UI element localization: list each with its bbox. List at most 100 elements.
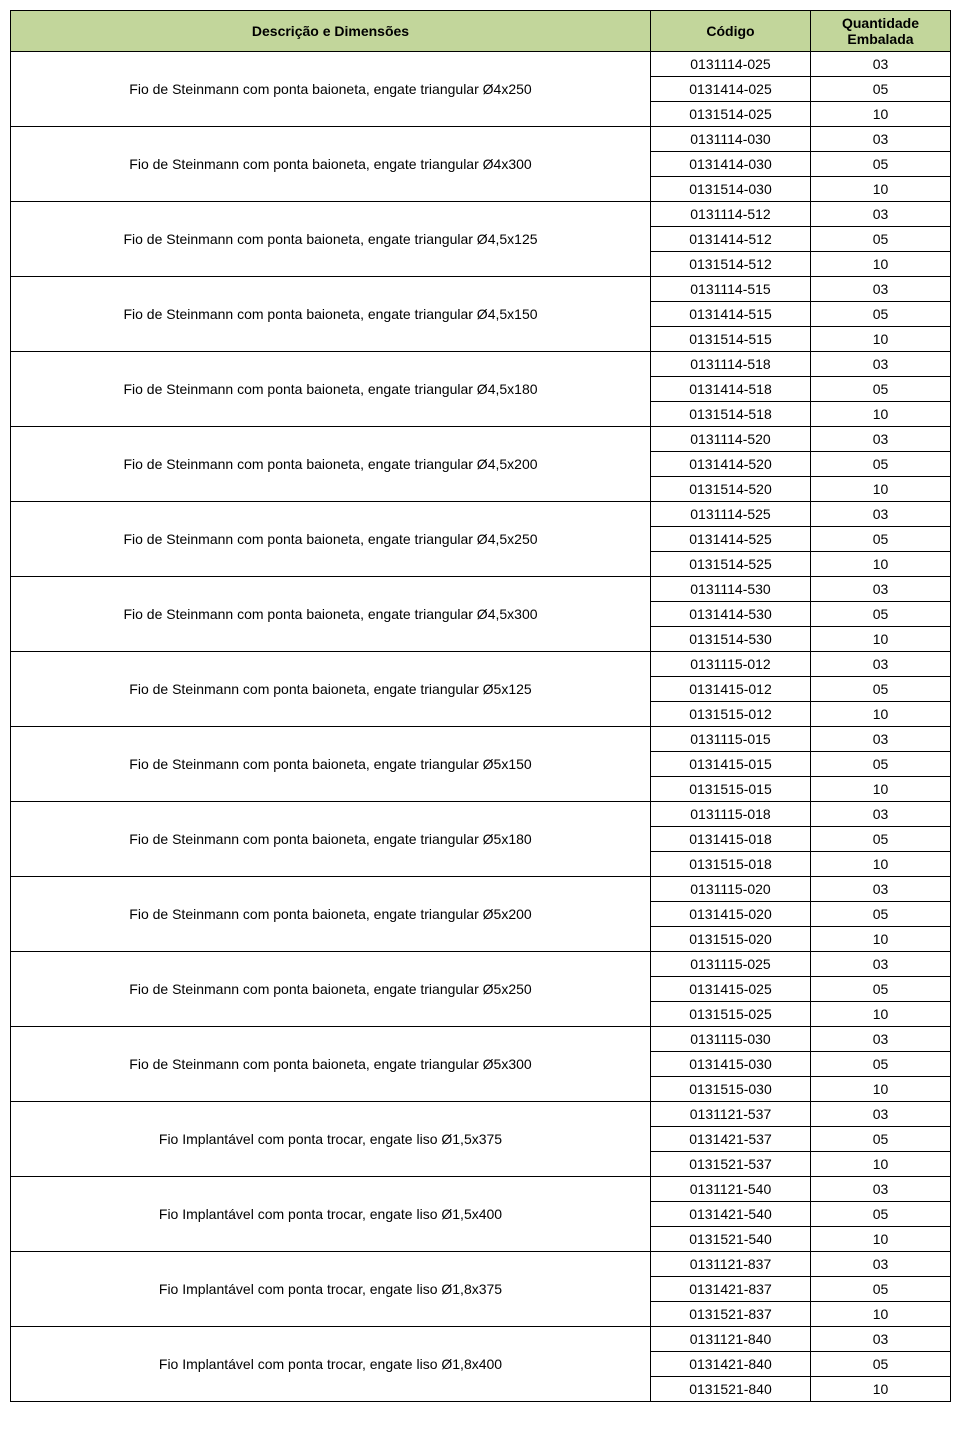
cell-qty: 03 xyxy=(811,952,951,977)
cell-qty: 10 xyxy=(811,102,951,127)
cell-code: 0131115-030 xyxy=(651,1027,811,1052)
header-desc: Descrição e Dimensões xyxy=(11,11,651,52)
table-row: Fio Implantável com ponta trocar, engate… xyxy=(11,1177,951,1202)
cell-code: 0131514-518 xyxy=(651,402,811,427)
cell-qty: 10 xyxy=(811,552,951,577)
table-row: Fio Implantável com ponta trocar, engate… xyxy=(11,1102,951,1127)
cell-qty: 05 xyxy=(811,827,951,852)
cell-desc: Fio Implantável com ponta trocar, engate… xyxy=(11,1327,651,1402)
table-row: Fio de Steinmann com ponta baioneta, eng… xyxy=(11,802,951,827)
cell-code: 0131515-030 xyxy=(651,1077,811,1102)
cell-code: 0131414-525 xyxy=(651,527,811,552)
table-row: Fio de Steinmann com ponta baioneta, eng… xyxy=(11,202,951,227)
cell-code: 0131521-837 xyxy=(651,1302,811,1327)
cell-code: 0131114-518 xyxy=(651,352,811,377)
cell-code: 0131421-840 xyxy=(651,1352,811,1377)
cell-desc: Fio de Steinmann com ponta baioneta, eng… xyxy=(11,727,651,802)
table-row: Fio de Steinmann com ponta baioneta, eng… xyxy=(11,577,951,602)
table-header: Descrição e Dimensões Código Quantidade … xyxy=(11,11,951,52)
cell-code: 0131115-020 xyxy=(651,877,811,902)
cell-code: 0131421-540 xyxy=(651,1202,811,1227)
cell-qty: 10 xyxy=(811,1152,951,1177)
cell-code: 0131115-012 xyxy=(651,652,811,677)
cell-qty: 05 xyxy=(811,152,951,177)
cell-qty: 03 xyxy=(811,1252,951,1277)
table-row: Fio Implantável com ponta trocar, engate… xyxy=(11,1252,951,1277)
cell-qty: 05 xyxy=(811,1352,951,1377)
cell-code: 0131514-530 xyxy=(651,627,811,652)
cell-qty: 05 xyxy=(811,527,951,552)
cell-code: 0131515-018 xyxy=(651,852,811,877)
table-row: Fio de Steinmann com ponta baioneta, eng… xyxy=(11,427,951,452)
cell-qty: 05 xyxy=(811,752,951,777)
cell-qty: 03 xyxy=(811,52,951,77)
cell-desc: Fio de Steinmann com ponta baioneta, eng… xyxy=(11,877,651,952)
cell-code: 0131514-515 xyxy=(651,327,811,352)
cell-code: 0131514-025 xyxy=(651,102,811,127)
cell-code: 0131514-525 xyxy=(651,552,811,577)
cell-code: 0131414-530 xyxy=(651,602,811,627)
cell-qty: 10 xyxy=(811,1377,951,1402)
cell-qty: 05 xyxy=(811,452,951,477)
cell-qty: 05 xyxy=(811,1277,951,1302)
cell-code: 0131115-015 xyxy=(651,727,811,752)
cell-code: 0131414-518 xyxy=(651,377,811,402)
cell-code: 0131415-025 xyxy=(651,977,811,1002)
cell-code: 0131121-540 xyxy=(651,1177,811,1202)
cell-desc: Fio de Steinmann com ponta baioneta, eng… xyxy=(11,952,651,1027)
cell-code: 0131415-020 xyxy=(651,902,811,927)
cell-code: 0131421-837 xyxy=(651,1277,811,1302)
cell-qty: 03 xyxy=(811,202,951,227)
cell-qty: 03 xyxy=(811,877,951,902)
table-row: Fio de Steinmann com ponta baioneta, eng… xyxy=(11,277,951,302)
cell-code: 0131415-030 xyxy=(651,1052,811,1077)
cell-code: 0131415-012 xyxy=(651,677,811,702)
cell-qty: 10 xyxy=(811,1302,951,1327)
cell-code: 0131415-015 xyxy=(651,752,811,777)
cell-qty: 05 xyxy=(811,377,951,402)
cell-code: 0131114-512 xyxy=(651,202,811,227)
cell-code: 0131515-025 xyxy=(651,1002,811,1027)
cell-qty: 03 xyxy=(811,127,951,152)
product-table: Descrição e Dimensões Código Quantidade … xyxy=(10,10,951,1402)
cell-qty: 05 xyxy=(811,977,951,1002)
cell-qty: 03 xyxy=(811,1177,951,1202)
cell-code: 0131421-537 xyxy=(651,1127,811,1152)
cell-qty: 03 xyxy=(811,802,951,827)
cell-desc: Fio de Steinmann com ponta baioneta, eng… xyxy=(11,277,651,352)
cell-code: 0131114-525 xyxy=(651,502,811,527)
cell-qty: 10 xyxy=(811,177,951,202)
cell-qty: 10 xyxy=(811,627,951,652)
cell-code: 0131114-515 xyxy=(651,277,811,302)
cell-qty: 05 xyxy=(811,1202,951,1227)
cell-code: 0131415-018 xyxy=(651,827,811,852)
table-row: Fio de Steinmann com ponta baioneta, eng… xyxy=(11,502,951,527)
cell-code: 0131514-030 xyxy=(651,177,811,202)
cell-qty: 03 xyxy=(811,727,951,752)
table-body: Fio de Steinmann com ponta baioneta, eng… xyxy=(11,52,951,1402)
cell-desc: Fio Implantável com ponta trocar, engate… xyxy=(11,1177,651,1252)
cell-qty: 10 xyxy=(811,402,951,427)
cell-qty: 10 xyxy=(811,852,951,877)
cell-code: 0131114-025 xyxy=(651,52,811,77)
table-row: Fio de Steinmann com ponta baioneta, eng… xyxy=(11,127,951,152)
cell-qty: 05 xyxy=(811,677,951,702)
cell-code: 0131514-512 xyxy=(651,252,811,277)
cell-qty: 05 xyxy=(811,602,951,627)
cell-code: 0131114-520 xyxy=(651,427,811,452)
cell-qty: 10 xyxy=(811,327,951,352)
cell-code: 0131414-025 xyxy=(651,77,811,102)
cell-qty: 10 xyxy=(811,477,951,502)
cell-desc: Fio de Steinmann com ponta baioneta, eng… xyxy=(11,802,651,877)
header-qty: Quantidade Embalada xyxy=(811,11,951,52)
table-row: Fio de Steinmann com ponta baioneta, eng… xyxy=(11,952,951,977)
cell-qty: 05 xyxy=(811,902,951,927)
cell-qty: 03 xyxy=(811,352,951,377)
cell-code: 0131521-540 xyxy=(651,1227,811,1252)
cell-code: 0131121-837 xyxy=(651,1252,811,1277)
cell-qty: 05 xyxy=(811,227,951,252)
cell-code: 0131515-015 xyxy=(651,777,811,802)
table-row: Fio Implantável com ponta trocar, engate… xyxy=(11,1327,951,1352)
cell-qty: 03 xyxy=(811,427,951,452)
cell-desc: Fio de Steinmann com ponta baioneta, eng… xyxy=(11,352,651,427)
